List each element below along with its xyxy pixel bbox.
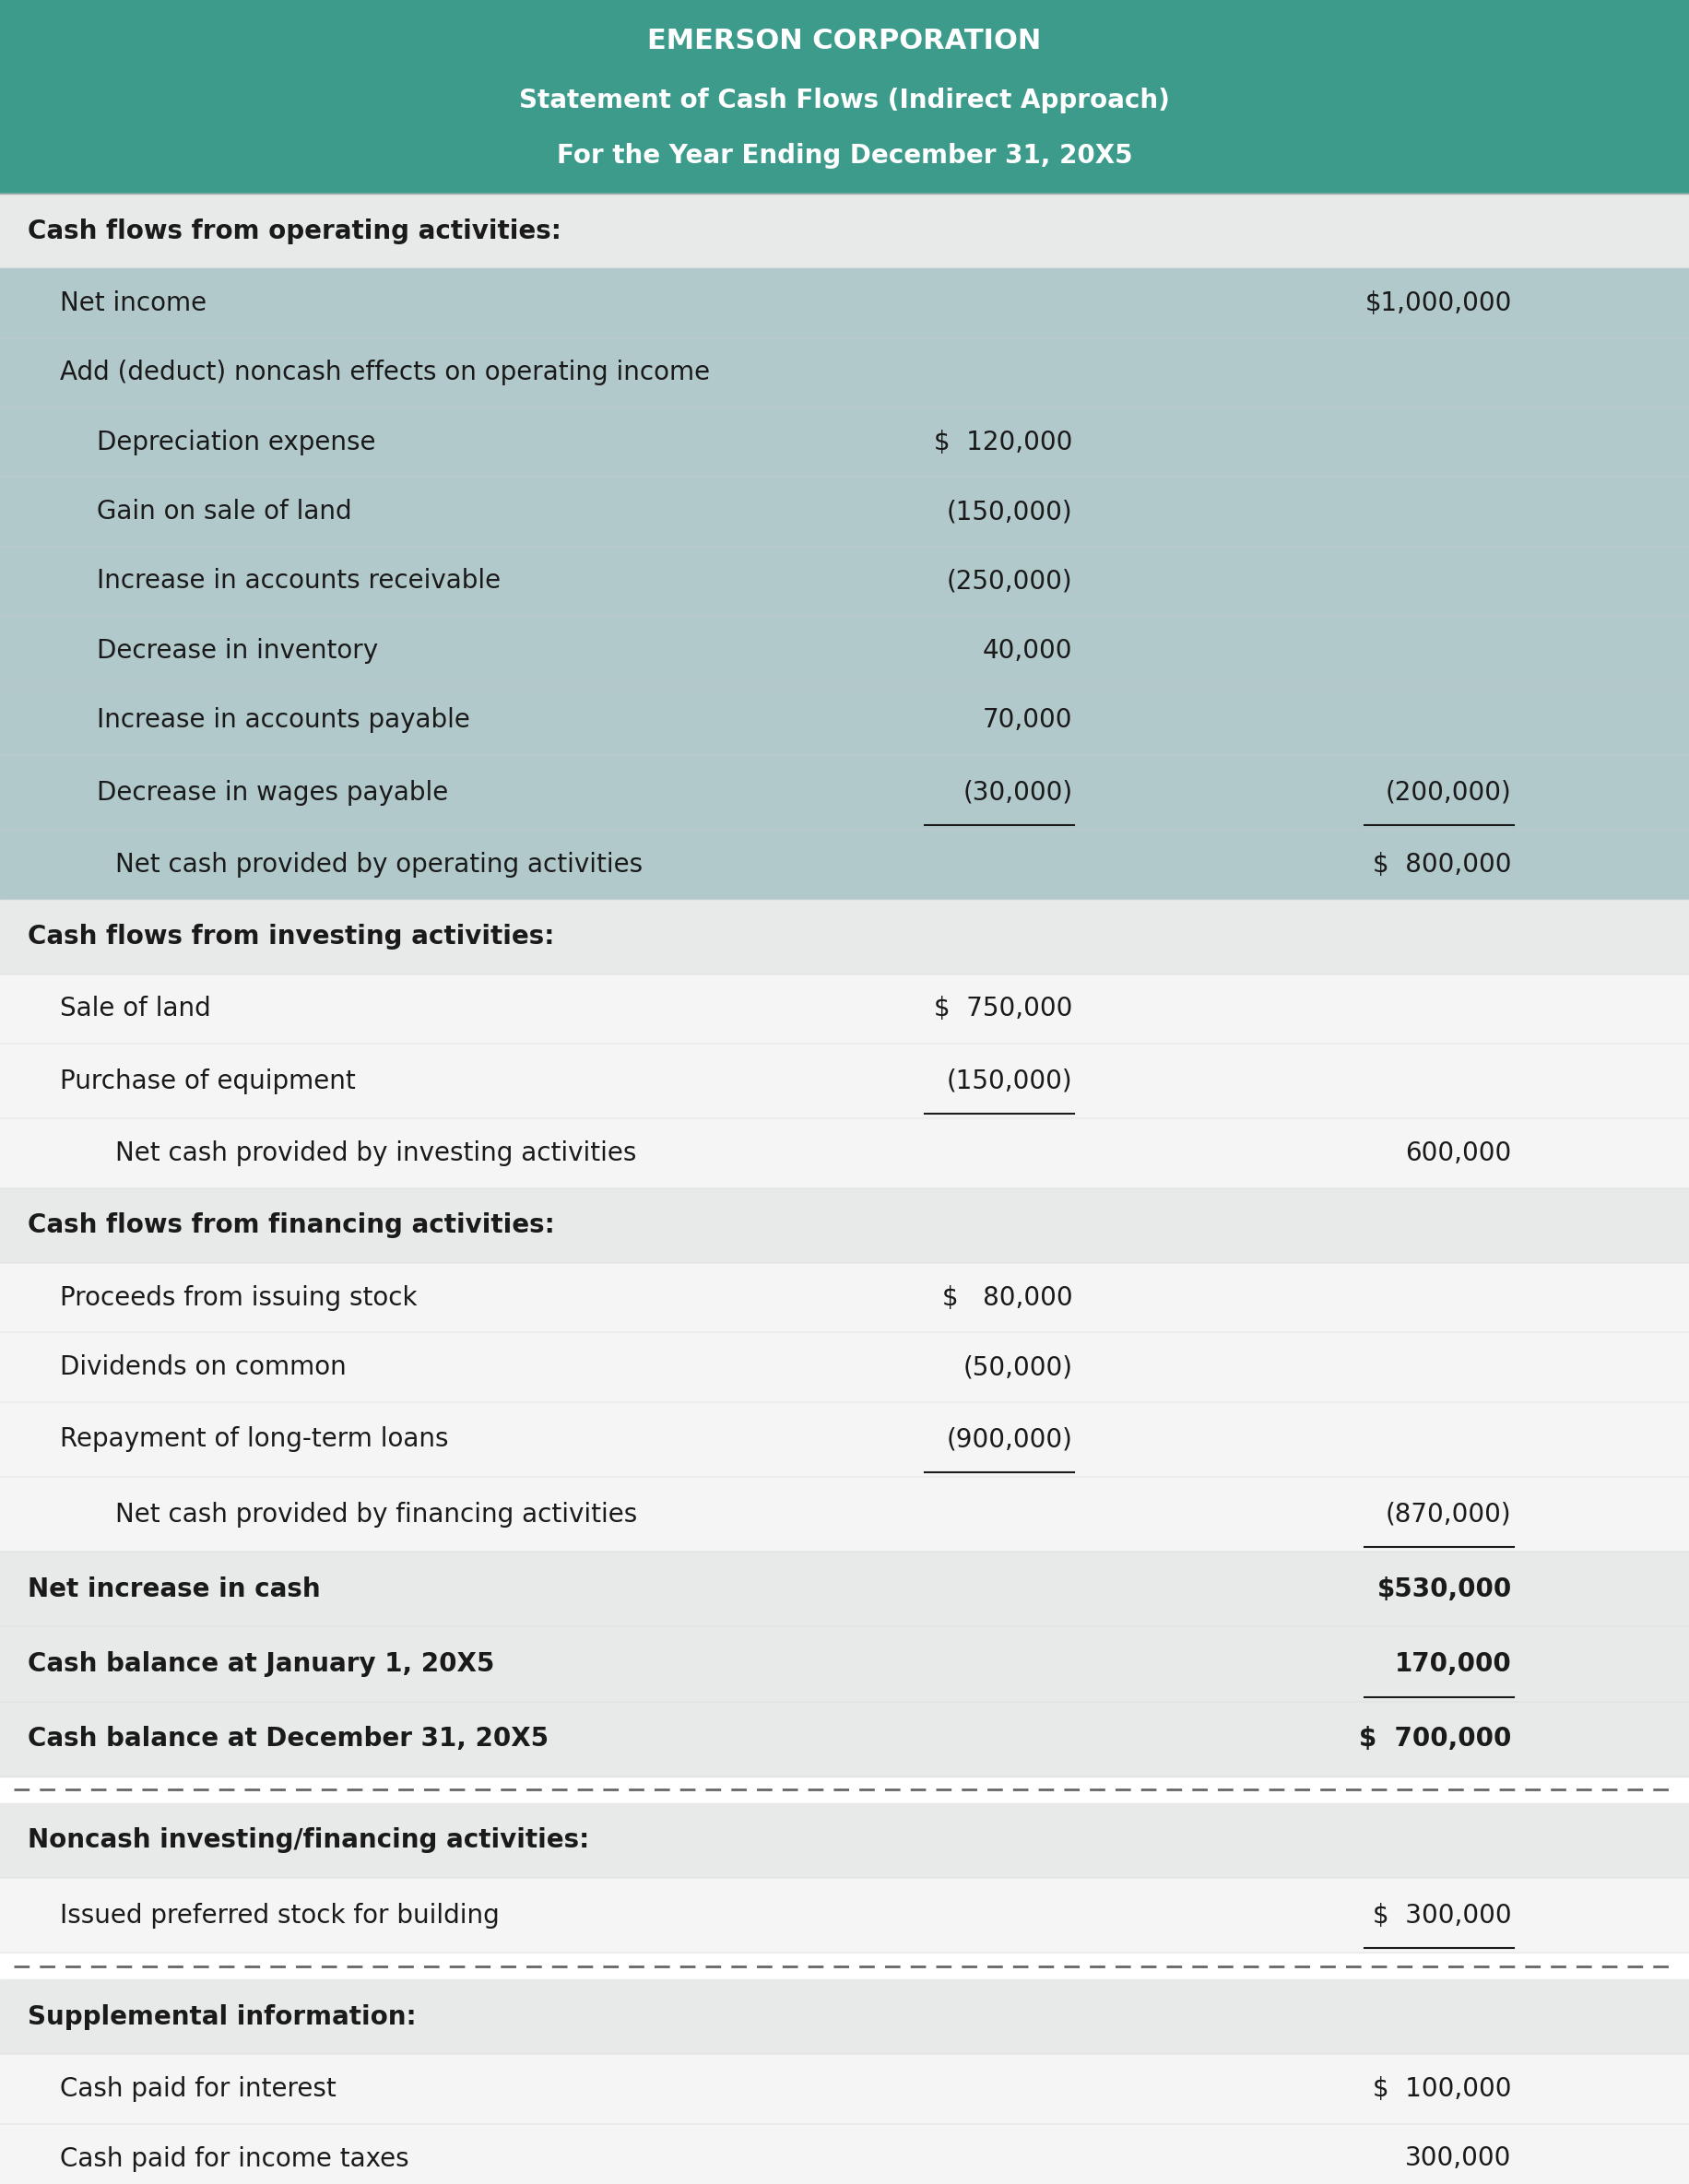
- Text: Repayment of long-term loans: Repayment of long-term loans: [59, 1426, 449, 1452]
- Bar: [0, 1402, 1689, 1476]
- Bar: [0, 974, 1689, 1044]
- Text: Depreciation expense: Depreciation expense: [96, 430, 375, 454]
- Bar: [0, 686, 1689, 756]
- Text: Decrease in inventory: Decrease in inventory: [96, 638, 378, 664]
- Bar: [0, 408, 1689, 476]
- Bar: [0, 339, 1689, 408]
- Text: Cash paid for interest: Cash paid for interest: [59, 2077, 336, 2101]
- Bar: [0, 1262, 1689, 1332]
- Text: (30,000): (30,000): [963, 780, 1073, 806]
- Text: $1,000,000: $1,000,000: [1365, 290, 1512, 317]
- Text: $  800,000: $ 800,000: [1373, 852, 1512, 878]
- Bar: [0, 1979, 1689, 2055]
- Bar: [0, 194, 1689, 269]
- Text: Dividends on common: Dividends on common: [59, 1354, 346, 1380]
- Bar: [0, 1878, 1689, 1952]
- Bar: [0, 1476, 1689, 1553]
- Text: (200,000): (200,000): [1385, 780, 1512, 806]
- Bar: [0, 756, 1689, 830]
- Text: Net increase in cash: Net increase in cash: [27, 1577, 321, 1603]
- Bar: [0, 1188, 1689, 1262]
- Text: Cash flows from financing activities:: Cash flows from financing activities:: [27, 1212, 554, 1238]
- Text: EMERSON CORPORATION: EMERSON CORPORATION: [647, 28, 1042, 55]
- Text: Increase in accounts receivable: Increase in accounts receivable: [96, 568, 500, 594]
- Bar: [0, 1332, 1689, 1402]
- Text: Proceeds from issuing stock: Proceeds from issuing stock: [59, 1284, 417, 1310]
- Text: Cash balance at December 31, 20X5: Cash balance at December 31, 20X5: [27, 1725, 549, 1752]
- Text: Gain on sale of land: Gain on sale of land: [96, 498, 351, 524]
- Text: Cash paid for income taxes: Cash paid for income taxes: [59, 2145, 409, 2171]
- Text: Increase in accounts payable: Increase in accounts payable: [96, 708, 470, 734]
- Text: (870,000): (870,000): [1385, 1500, 1512, 1527]
- Text: $  700,000: $ 700,000: [1360, 1725, 1512, 1752]
- Text: $  300,000: $ 300,000: [1373, 1902, 1512, 1928]
- Text: Net income: Net income: [59, 290, 206, 317]
- Text: Net cash provided by operating activities: Net cash provided by operating activitie…: [115, 852, 644, 878]
- Bar: [0, 546, 1689, 616]
- Text: Add (deduct) noncash effects on operating income: Add (deduct) noncash effects on operatin…: [59, 360, 709, 387]
- Bar: [0, 1118, 1689, 1188]
- Text: $  750,000: $ 750,000: [934, 996, 1073, 1022]
- Text: $  100,000: $ 100,000: [1373, 2077, 1512, 2101]
- Bar: [0, 1804, 1689, 1878]
- Text: (900,000): (900,000): [946, 1426, 1073, 1452]
- Bar: [0, 1627, 1689, 1701]
- Text: (50,000): (50,000): [963, 1354, 1073, 1380]
- Bar: [0, 1044, 1689, 1118]
- Bar: [0, 2055, 1689, 2123]
- Text: 40,000: 40,000: [983, 638, 1073, 664]
- Bar: [0, 269, 1689, 339]
- Text: Cash flows from investing activities:: Cash flows from investing activities:: [27, 924, 554, 950]
- Text: Sale of land: Sale of land: [59, 996, 211, 1022]
- Text: (250,000): (250,000): [946, 568, 1073, 594]
- Text: (150,000): (150,000): [946, 498, 1073, 524]
- Text: 300,000: 300,000: [1405, 2145, 1512, 2171]
- Text: Decrease in wages payable: Decrease in wages payable: [96, 780, 448, 806]
- Text: 600,000: 600,000: [1405, 1140, 1512, 1166]
- Text: $  120,000: $ 120,000: [934, 430, 1073, 454]
- Text: Net cash provided by financing activities: Net cash provided by financing activitie…: [115, 1500, 637, 1527]
- Bar: [0, 1553, 1689, 1627]
- Text: (150,000): (150,000): [946, 1068, 1073, 1094]
- Text: Supplemental information:: Supplemental information:: [27, 2005, 417, 2029]
- Text: $   80,000: $ 80,000: [942, 1284, 1073, 1310]
- Text: 170,000: 170,000: [1395, 1651, 1512, 1677]
- Text: 70,000: 70,000: [983, 708, 1073, 734]
- Text: Cash balance at January 1, 20X5: Cash balance at January 1, 20X5: [27, 1651, 495, 1677]
- Text: For the Year Ending December 31, 20X5: For the Year Ending December 31, 20X5: [557, 142, 1132, 168]
- Bar: [0, 616, 1689, 686]
- Bar: [0, 1701, 1689, 1776]
- Bar: [0, 830, 1689, 900]
- Text: Issued preferred stock for building: Issued preferred stock for building: [59, 1902, 500, 1928]
- Text: Statement of Cash Flows (Indirect Approach): Statement of Cash Flows (Indirect Approa…: [519, 87, 1170, 114]
- Bar: [0, 2123, 1689, 2184]
- Bar: [0, 0, 1689, 194]
- Text: $530,000: $530,000: [1377, 1577, 1512, 1603]
- Text: Net cash provided by investing activities: Net cash provided by investing activitie…: [115, 1140, 637, 1166]
- Text: Purchase of equipment: Purchase of equipment: [59, 1068, 356, 1094]
- Text: Cash flows from operating activities:: Cash flows from operating activities:: [27, 218, 561, 245]
- Bar: [0, 900, 1689, 974]
- Text: Noncash investing/financing activities:: Noncash investing/financing activities:: [27, 1828, 589, 1854]
- Bar: [0, 476, 1689, 546]
